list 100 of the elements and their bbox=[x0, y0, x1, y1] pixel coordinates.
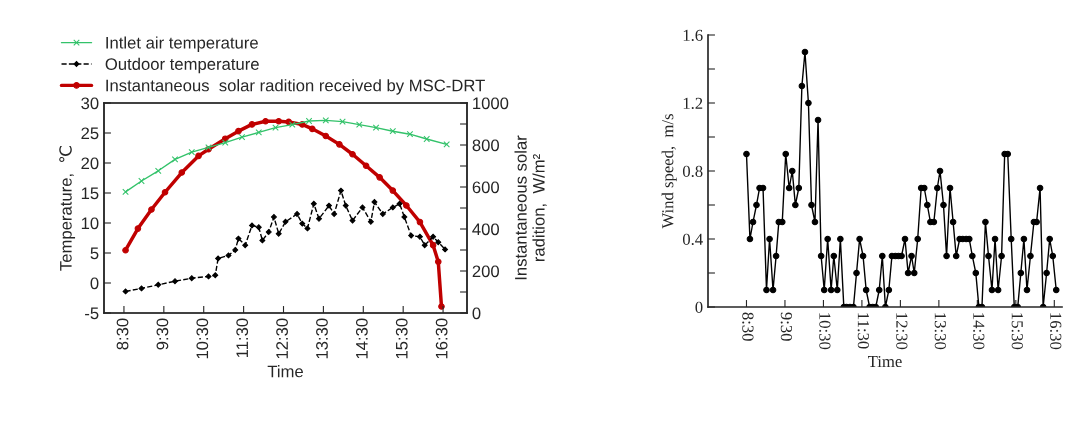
x-tick-label: 10:30 bbox=[196, 318, 209, 359]
y-tick-label: 30 bbox=[81, 97, 99, 110]
point bbox=[188, 275, 195, 282]
point bbox=[416, 218, 424, 226]
point bbox=[316, 215, 322, 222]
point bbox=[310, 200, 317, 207]
point bbox=[371, 199, 378, 205]
point bbox=[221, 139, 229, 146]
point bbox=[122, 288, 129, 295]
point bbox=[299, 220, 306, 227]
point bbox=[389, 187, 397, 194]
y-tick-label: 0 bbox=[90, 277, 99, 290]
y-tick-label: 1.6 bbox=[683, 29, 703, 42]
point bbox=[148, 206, 155, 213]
point bbox=[408, 232, 415, 239]
point bbox=[326, 202, 332, 209]
y-axis-title: Wind speed, m/s bbox=[661, 114, 677, 229]
legend-label: Intlet air temperature bbox=[106, 36, 258, 52]
point bbox=[367, 218, 374, 225]
y-tick-label: 5 bbox=[90, 247, 99, 260]
x-tick-label: 11:30 bbox=[857, 313, 869, 349]
point bbox=[396, 200, 403, 207]
y2-tick-label: 800 bbox=[472, 139, 500, 152]
point bbox=[294, 211, 301, 217]
y-tick-label: 0.8 bbox=[682, 165, 703, 178]
x-tick-label: 8:30 bbox=[742, 312, 754, 341]
point bbox=[376, 174, 383, 181]
x-tick-label: 16:30 bbox=[1050, 313, 1062, 350]
point bbox=[322, 132, 330, 140]
point bbox=[122, 246, 129, 254]
x-tick-label: 9:30 bbox=[780, 312, 793, 341]
point bbox=[416, 233, 423, 240]
x-tick-label: 16:30 bbox=[435, 318, 448, 359]
point bbox=[122, 188, 129, 196]
x-tick-label: 15:30 bbox=[1011, 313, 1023, 350]
x-axis-title: Time bbox=[868, 355, 902, 368]
point bbox=[172, 278, 178, 285]
point bbox=[235, 127, 242, 135]
x-tick-label: 12:30 bbox=[896, 313, 908, 350]
point bbox=[359, 204, 366, 211]
point bbox=[242, 242, 249, 249]
point bbox=[430, 233, 437, 240]
point bbox=[342, 202, 349, 209]
point bbox=[212, 272, 219, 279]
point bbox=[434, 258, 442, 266]
point bbox=[188, 148, 196, 156]
point bbox=[249, 222, 255, 229]
point bbox=[308, 125, 316, 133]
y-tick-label: 10 bbox=[81, 217, 99, 230]
legend-label: Instantaneous solar radition received by MSC-DRT bbox=[106, 79, 485, 95]
point bbox=[349, 150, 356, 158]
point bbox=[248, 121, 256, 128]
point bbox=[362, 162, 370, 170]
y-tick-label: 20 bbox=[81, 157, 99, 170]
x-tick-label: 11:30 bbox=[236, 318, 249, 358]
y2-axis-title: Instantaneous solar radition, W/m² bbox=[514, 135, 547, 280]
point bbox=[171, 156, 179, 163]
x-tick-label: 15:30 bbox=[395, 318, 408, 359]
point bbox=[178, 169, 186, 176]
point bbox=[423, 135, 431, 143]
y2-tick-label: 0 bbox=[472, 307, 481, 320]
point bbox=[262, 117, 269, 125]
point bbox=[154, 167, 162, 175]
x-tick-label: 13:30 bbox=[316, 318, 328, 359]
point bbox=[349, 217, 356, 224]
point bbox=[435, 239, 442, 246]
x-tick-label: 14:30 bbox=[973, 313, 985, 350]
x-tick-label: 14:30 bbox=[355, 318, 368, 359]
point bbox=[265, 229, 272, 235]
point bbox=[282, 218, 289, 225]
point bbox=[232, 247, 239, 253]
x-tick-label: 13:30 bbox=[934, 313, 946, 350]
point bbox=[322, 117, 330, 124]
point bbox=[438, 303, 445, 310]
x-tick-label: 10:30 bbox=[819, 313, 831, 350]
point bbox=[421, 242, 428, 249]
point bbox=[235, 235, 242, 242]
point bbox=[372, 124, 380, 131]
point bbox=[304, 225, 311, 232]
x-tick-label: 12:30 bbox=[276, 318, 288, 359]
point bbox=[215, 255, 222, 262]
y-tick-label: 15 bbox=[81, 187, 99, 200]
point bbox=[401, 214, 408, 220]
y-tick-label: -5 bbox=[85, 307, 99, 320]
y-tick-label: 25 bbox=[81, 127, 99, 140]
y2-tick-label: 600 bbox=[472, 181, 500, 194]
point bbox=[336, 141, 343, 148]
point bbox=[270, 214, 277, 220]
point bbox=[255, 129, 263, 136]
point bbox=[161, 188, 169, 196]
point bbox=[331, 211, 338, 217]
y2-tick-label: 400 bbox=[472, 223, 500, 236]
point bbox=[288, 121, 296, 128]
y-tick-label: 0 bbox=[695, 301, 703, 313]
point bbox=[155, 281, 162, 288]
point bbox=[225, 252, 232, 259]
point bbox=[442, 246, 449, 253]
point bbox=[259, 237, 266, 244]
x-tick-label: 9:30 bbox=[156, 318, 169, 350]
point bbox=[389, 127, 397, 135]
